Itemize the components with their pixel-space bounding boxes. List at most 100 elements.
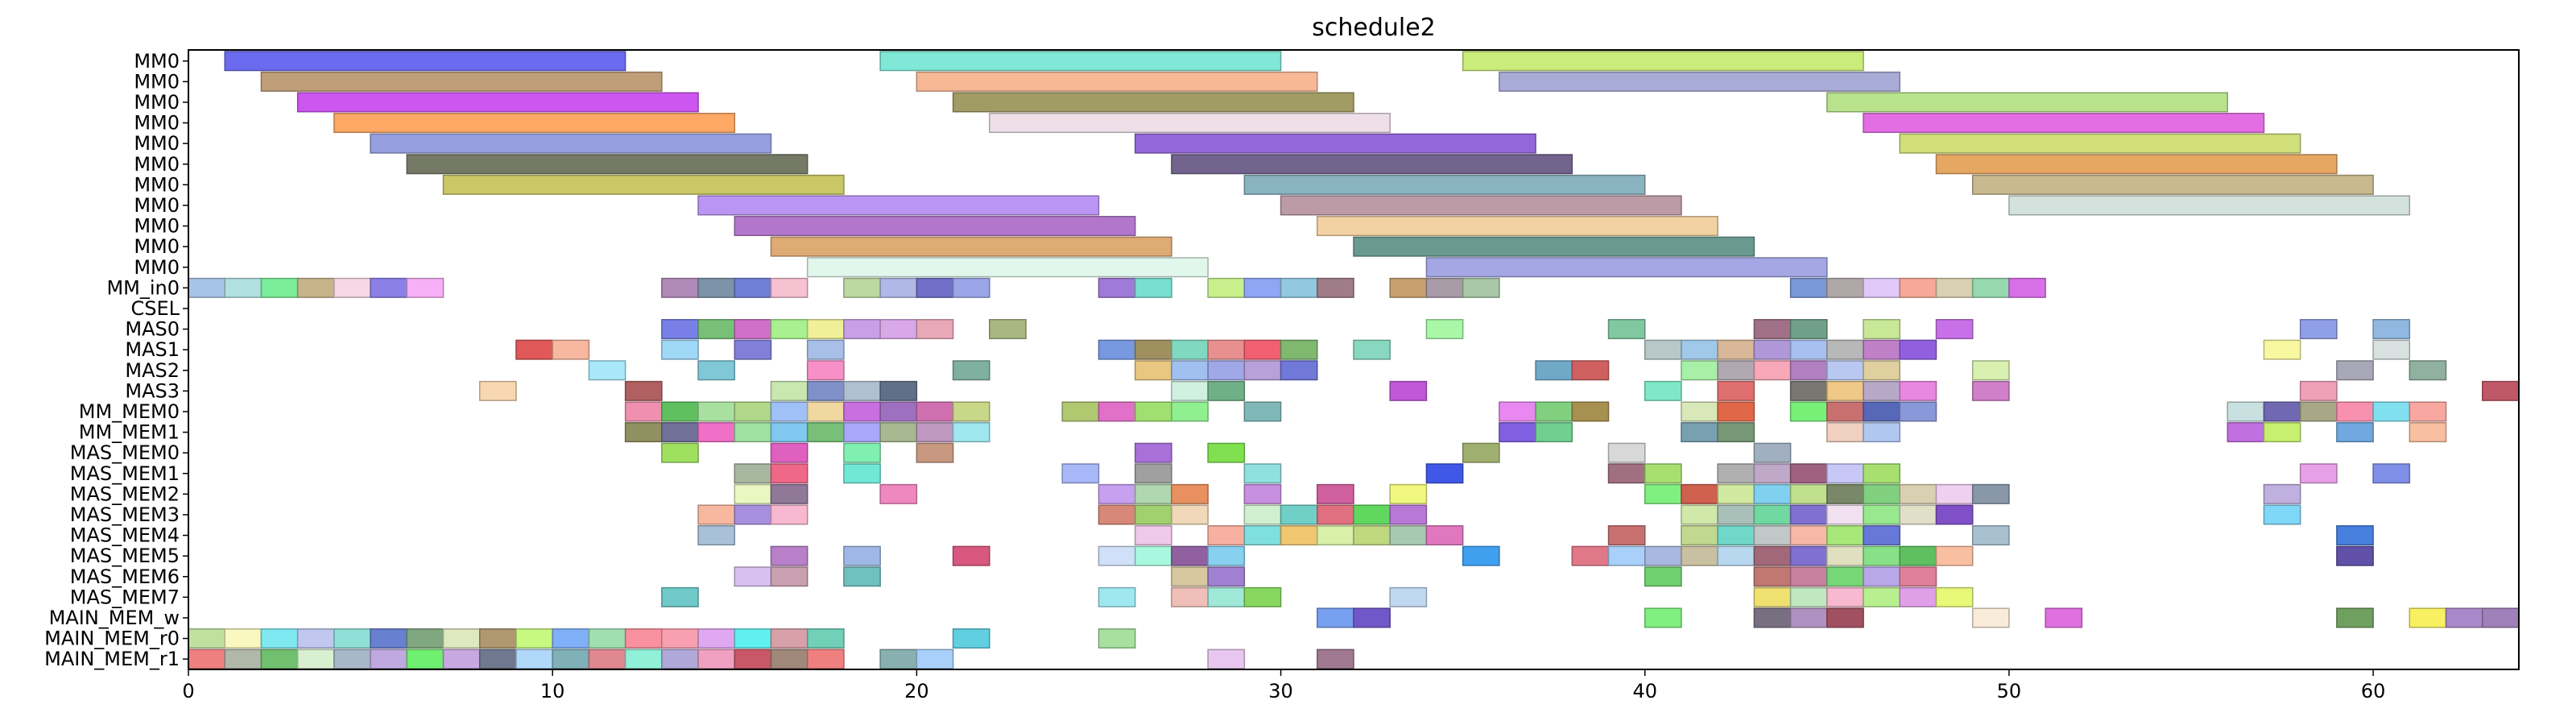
task-bar bbox=[843, 401, 881, 422]
task-bar bbox=[333, 113, 736, 134]
task-bar bbox=[1863, 525, 1901, 546]
task-bar bbox=[515, 339, 553, 360]
task-bar bbox=[1971, 607, 2010, 628]
task-bar bbox=[1826, 422, 1864, 443]
task-bar bbox=[734, 339, 772, 360]
task-bar bbox=[370, 277, 408, 298]
task-bar bbox=[1571, 360, 1610, 381]
y-tick-label: MM0 bbox=[134, 256, 180, 279]
task-bar bbox=[1753, 319, 1792, 340]
task-bar bbox=[1753, 607, 1792, 628]
y-tick-label: MM0 bbox=[134, 173, 180, 196]
task-bar bbox=[697, 504, 736, 525]
task-bar bbox=[1971, 277, 2010, 298]
task-bar bbox=[1789, 525, 1828, 546]
task-bar bbox=[1644, 545, 1682, 566]
task-bar bbox=[916, 71, 1318, 92]
task-bar bbox=[1280, 360, 1318, 381]
task-bar bbox=[661, 648, 699, 669]
task-bar bbox=[1899, 133, 2301, 154]
task-bar bbox=[1098, 339, 1136, 360]
task-bar bbox=[1753, 545, 1792, 566]
task-bar bbox=[734, 648, 772, 669]
task-bar bbox=[2482, 607, 2520, 628]
task-bar bbox=[1789, 360, 1828, 381]
task-bar bbox=[734, 401, 772, 422]
task-bar bbox=[1899, 504, 1937, 525]
task-bar bbox=[1826, 401, 1864, 422]
task-bar bbox=[224, 277, 263, 298]
task-bar bbox=[952, 92, 1354, 113]
task-bar bbox=[1826, 545, 1864, 566]
task-bar bbox=[1681, 401, 1718, 422]
task-bar bbox=[1171, 586, 1209, 607]
task-bar bbox=[479, 628, 517, 649]
task-bar bbox=[1681, 360, 1718, 381]
task-bar bbox=[1789, 607, 1828, 628]
task-bar bbox=[1134, 360, 1172, 381]
y-tick-label: MAS_MEM2 bbox=[70, 483, 180, 505]
task-bar bbox=[479, 380, 517, 401]
task-bar bbox=[1535, 360, 1573, 381]
task-bar bbox=[1935, 483, 1974, 504]
y-axis: MM0MM0MM0MM0MM0MM0MM0MM0MM0MM0MM0MM_in0C… bbox=[44, 50, 188, 670]
task-bar bbox=[2372, 339, 2411, 360]
task-bar bbox=[442, 628, 481, 649]
task-bar bbox=[1280, 525, 1318, 546]
task-bar bbox=[1425, 319, 1464, 340]
task-bar bbox=[1243, 483, 1282, 504]
task-bar bbox=[806, 360, 845, 381]
task-bar bbox=[1425, 463, 1464, 484]
task-bar bbox=[1389, 504, 1428, 525]
task-bar bbox=[1971, 483, 2010, 504]
x-tick-label: 40 bbox=[1632, 680, 1657, 702]
y-tick-label: MAS_MEM3 bbox=[70, 503, 180, 526]
task-bar bbox=[515, 628, 553, 649]
task-bar bbox=[1826, 566, 1864, 587]
task-bar bbox=[1098, 277, 1136, 298]
task-bar bbox=[1753, 525, 1792, 546]
task-bar bbox=[1607, 525, 1646, 546]
x-tick-label: 30 bbox=[1268, 680, 1293, 702]
x-tick-label: 10 bbox=[540, 680, 565, 702]
task-bar bbox=[1826, 586, 1864, 607]
task-bar bbox=[1462, 277, 1500, 298]
task-bar bbox=[479, 648, 517, 669]
task-bar bbox=[1935, 586, 1974, 607]
task-bar bbox=[1753, 463, 1792, 484]
task-bar bbox=[296, 277, 335, 298]
task-bar bbox=[1753, 504, 1792, 525]
y-tick-label: MAS1 bbox=[125, 338, 180, 361]
task-bar bbox=[1317, 648, 1354, 669]
task-bar bbox=[806, 380, 845, 401]
task-bar bbox=[879, 401, 918, 422]
task-bar bbox=[2372, 463, 2411, 484]
y-tick-label: MAIN_MEM_w bbox=[49, 607, 180, 629]
task-bar bbox=[770, 442, 808, 463]
task-bar bbox=[952, 277, 990, 298]
task-bar bbox=[697, 401, 736, 422]
task-bar bbox=[697, 648, 736, 669]
task-bar bbox=[1863, 463, 1901, 484]
task-bar bbox=[843, 380, 881, 401]
task-bar bbox=[1098, 545, 1136, 566]
task-bar bbox=[1317, 216, 1718, 237]
task-bar bbox=[2336, 422, 2374, 443]
task-bar bbox=[1134, 525, 1172, 546]
task-bar bbox=[1353, 607, 1391, 628]
task-bar bbox=[1243, 277, 1282, 298]
task-bar bbox=[843, 463, 881, 484]
task-bar bbox=[1717, 422, 1755, 443]
task-bar bbox=[1535, 422, 1573, 443]
task-bar bbox=[2299, 380, 2338, 401]
task-bar bbox=[1644, 483, 1682, 504]
task-bar bbox=[1971, 525, 2010, 546]
y-tick-label: MM_MEM0 bbox=[79, 400, 180, 423]
task-bar bbox=[1863, 422, 1901, 443]
task-bar bbox=[1753, 586, 1792, 607]
task-bar bbox=[916, 648, 954, 669]
task-bar bbox=[442, 648, 481, 669]
task-bar bbox=[2445, 607, 2483, 628]
y-tick-label: MAIN_MEM_r0 bbox=[44, 628, 180, 650]
task-bar bbox=[1826, 360, 1864, 381]
